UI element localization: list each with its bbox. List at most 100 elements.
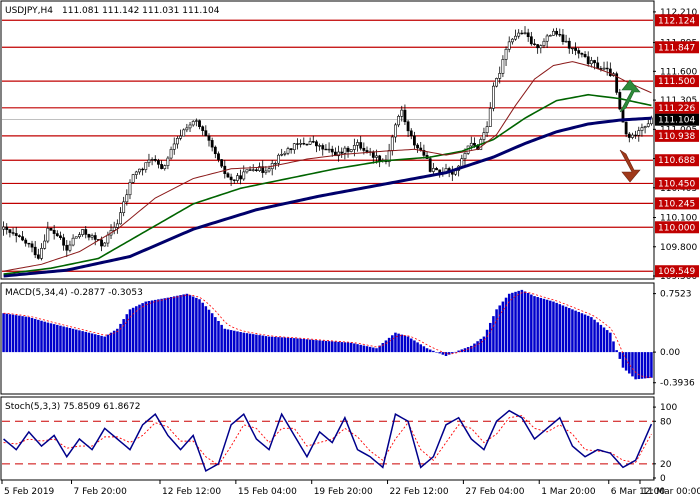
macd-histogram-bar — [545, 299, 549, 353]
candle-body — [166, 157, 170, 166]
macd-histogram-bar — [533, 296, 536, 353]
time-tick-label: 7 Feb 20:00 — [74, 487, 128, 497]
macd-histogram-bar — [536, 297, 539, 353]
candle-body — [488, 108, 492, 127]
candle-body — [93, 235, 97, 240]
macd-histogram-bar — [160, 298, 163, 353]
candle-body — [169, 149, 173, 159]
macd-histogram-bar — [185, 293, 189, 353]
arrow-up-shape — [619, 79, 641, 113]
candle-body — [346, 147, 350, 152]
macd-histogram-bar — [220, 324, 223, 353]
macd-histogram-bar — [296, 338, 299, 353]
macd-histogram-bar — [340, 342, 343, 353]
macd-histogram-bar — [384, 340, 388, 353]
macd-histogram-bar — [511, 292, 514, 353]
candle-body — [131, 174, 135, 183]
candle-body — [128, 182, 132, 196]
macd-histogram-bar — [78, 330, 81, 353]
candle-body — [251, 169, 255, 171]
macd-histogram-bar — [454, 351, 457, 353]
candle-body — [646, 123, 650, 127]
macd-histogram-bar — [596, 322, 599, 353]
macd-histogram-bar — [488, 322, 492, 353]
macd-histogram-bar — [264, 336, 268, 353]
level-tag-box — [655, 41, 699, 54]
macd-histogram-bar — [201, 302, 204, 353]
macd-histogram-bar — [526, 293, 530, 353]
candle-body — [134, 171, 138, 175]
macd-histogram-bar — [444, 352, 448, 356]
macd-histogram-bar — [226, 329, 230, 353]
candle-body — [226, 173, 230, 178]
symbol-timeframe-label: USDJPY,H4 — [5, 6, 53, 16]
macd-histogram-bar — [81, 331, 84, 353]
candle-body — [163, 165, 167, 169]
macd-histogram-bar — [561, 305, 565, 353]
price-tick-label: 111.600 — [660, 67, 697, 77]
macd-histogram-bar — [425, 348, 429, 353]
candle-body — [431, 168, 435, 172]
candle-body — [583, 54, 587, 57]
candle-body — [254, 169, 258, 171]
candle-body — [498, 73, 502, 79]
macd-histogram-bar — [542, 298, 546, 353]
macd-histogram-bar — [37, 319, 40, 353]
macd-histogram-bar — [261, 335, 264, 353]
macd-histogram-bar — [615, 350, 618, 353]
macd-histogram-bar — [93, 334, 97, 353]
time-tick-label: 6 Mar 12:00 — [611, 487, 666, 497]
candle-body — [33, 246, 37, 256]
candle-body — [362, 147, 366, 151]
time-tick-label: 1 Mar 20:00 — [541, 487, 596, 497]
candle-body — [548, 35, 552, 37]
macd-histogram-bar — [498, 305, 501, 353]
macd-histogram-bar — [65, 327, 69, 353]
macd-histogram-bar — [144, 301, 148, 353]
macd-histogram-bar — [87, 332, 91, 353]
ohlc-readout: 111.081 111.142 111.031 111.104 — [62, 6, 220, 16]
candle-body — [482, 132, 486, 140]
candle-body — [605, 67, 609, 70]
macd-histogram-bar — [103, 336, 106, 353]
macd-histogram-bar — [141, 303, 144, 353]
macd-histogram-bar — [318, 340, 321, 353]
macd-histogram-bar — [409, 338, 413, 353]
macd-histogram-bar — [97, 335, 100, 353]
macd-histogram-bar — [353, 343, 356, 353]
macd-histogram-bar — [337, 341, 340, 353]
macd-histogram-bar — [49, 323, 53, 353]
candle-body — [321, 145, 325, 150]
macd-histogram-bar — [406, 336, 410, 353]
macd-histogram-bar — [68, 328, 72, 353]
candle-body — [248, 169, 252, 171]
macd-histogram-bar — [5, 313, 9, 353]
candle-body — [469, 142, 473, 147]
macd-histogram-bar — [30, 318, 34, 353]
candle-body — [71, 237, 75, 246]
macd-histogram-bar — [251, 334, 255, 353]
candle-body — [403, 109, 407, 123]
level-tag-label: 110.938 — [658, 132, 695, 142]
candle-body — [352, 145, 356, 150]
macd-tick-label: -0.3936 — [660, 379, 695, 389]
macd-histogram-bar — [650, 352, 653, 378]
macd-histogram-bar — [549, 300, 552, 353]
candle-body — [220, 159, 224, 167]
candle-body — [296, 143, 299, 145]
time-tick-label: 12 Feb 12:00 — [162, 487, 221, 497]
macd-histogram-bar — [416, 342, 419, 353]
macd-histogram-bar — [530, 294, 533, 353]
candle-body — [122, 201, 126, 213]
macd-tick-label: 0.7523 — [660, 290, 692, 300]
candle-body — [485, 126, 489, 133]
macd-histogram-bar — [131, 307, 135, 353]
candle-body — [580, 53, 584, 55]
macd-histogram-bar — [56, 324, 59, 353]
candle-body — [207, 135, 211, 141]
macd-histogram-bar — [539, 297, 543, 353]
macd-histogram-bar — [255, 334, 258, 353]
macd-histogram-bar — [501, 301, 505, 353]
candle-body — [62, 237, 66, 246]
